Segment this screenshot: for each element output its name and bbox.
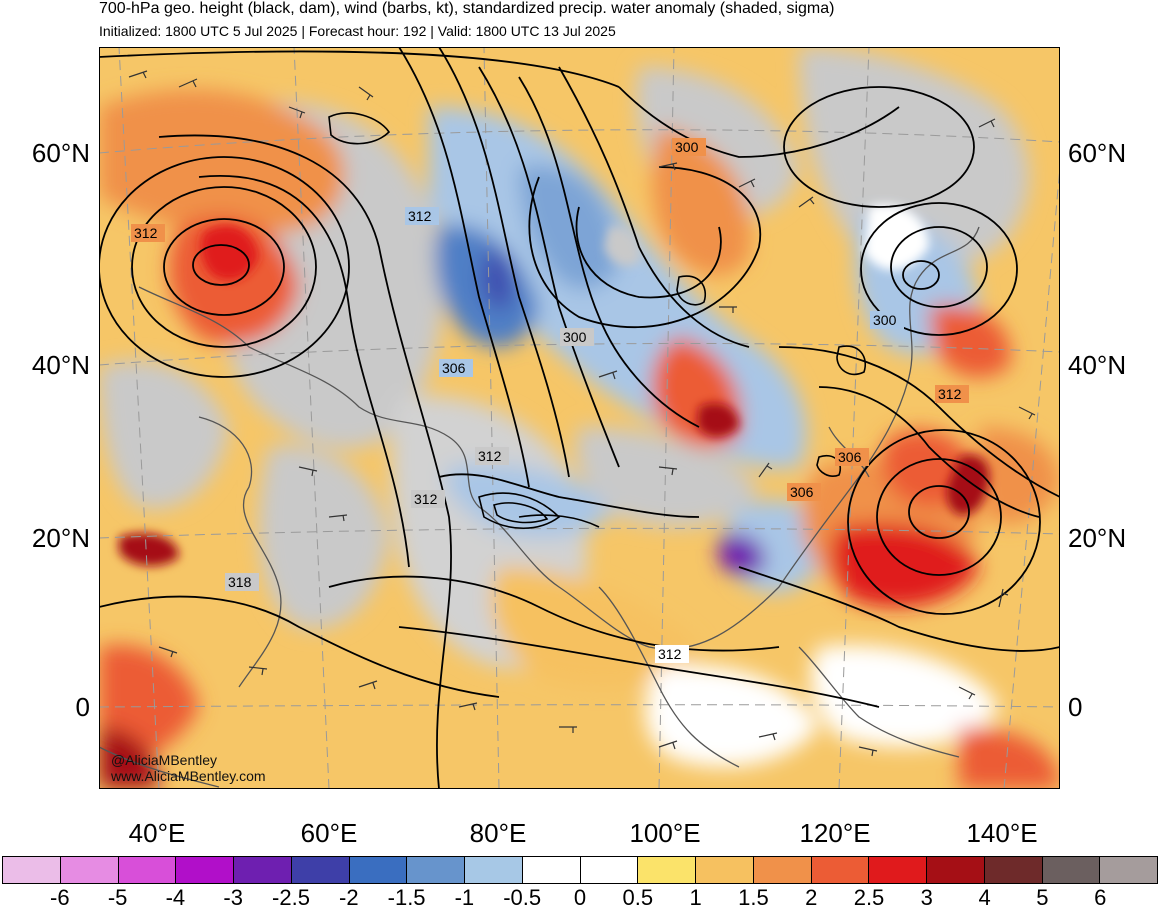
colorbar-label: 1 xyxy=(689,885,702,910)
contour-label: 312 xyxy=(478,448,502,464)
colorbar-swatch xyxy=(465,857,523,883)
contour-label: 312 xyxy=(408,208,432,224)
contour-label: 312 xyxy=(938,386,962,402)
contour-labels: 312 312 300 300 300 306 312 312 312 306 … xyxy=(131,138,969,663)
colorbar-swatch xyxy=(580,857,639,883)
colorbar-label: -2 xyxy=(339,885,359,910)
colorbar-label: 5 xyxy=(1036,885,1049,910)
colorbar-label: 1.5 xyxy=(738,885,769,910)
credit-site: www.AliciaMBentley.com xyxy=(111,768,266,784)
colorbar-swatch xyxy=(522,857,581,883)
colorbar-swatch xyxy=(753,857,812,883)
contour-label: 318 xyxy=(228,574,252,590)
colorbar-swatch xyxy=(811,857,870,883)
lat-label-right-0: 0 xyxy=(1068,692,1083,722)
colorbar-label: -3 xyxy=(223,885,243,910)
credit-handle: @AliciaMBentley xyxy=(111,752,218,768)
colorbar-swatch xyxy=(927,857,985,883)
contour-label: 312 xyxy=(134,225,158,241)
contour-label: 312 xyxy=(414,491,438,507)
lat-label-left-60n: 60°N xyxy=(31,138,90,168)
colorbar-swatch xyxy=(1100,857,1157,883)
lon-label-140e: 140°E xyxy=(966,818,1038,848)
lat-label-left-40n: 40°N xyxy=(31,350,90,380)
small-closed-contours xyxy=(328,112,866,530)
colorbar-label: -6 xyxy=(50,885,70,910)
colorbar-label: 2.5 xyxy=(853,885,885,910)
colorbar-label: -2.5 xyxy=(272,885,310,910)
lat-label-left-0: 0 xyxy=(75,692,90,722)
colorbar-label: -4 xyxy=(165,885,186,910)
colorbar-label: 0.5 xyxy=(622,885,654,910)
colorbar-swatch xyxy=(984,857,1043,883)
colorbar-label: 0 xyxy=(573,885,587,910)
lon-label-60e: 60°E xyxy=(300,818,358,848)
lon-label-120e: 120°E xyxy=(799,818,871,848)
colorbar-label: -1.5 xyxy=(387,885,426,910)
map-title: 700-hPa geo. height (black, dam), wind (… xyxy=(99,0,835,17)
colorbar-swatch xyxy=(118,857,177,883)
colorbar-swatch xyxy=(349,857,408,883)
colorbar-label: 2 xyxy=(805,885,818,910)
lat-label-right-40n: 40°N xyxy=(1068,350,1127,380)
lon-label-100e: 100°E xyxy=(629,818,701,848)
lat-label-right-60n: 60°N xyxy=(1068,138,1127,168)
contour-label: 300 xyxy=(563,329,587,345)
colorbar-label: -0.5 xyxy=(503,885,542,910)
colorbar-label: 3 xyxy=(920,885,933,910)
colorbar-swatch xyxy=(291,857,350,883)
contour-label: 306 xyxy=(838,449,862,465)
colorbar-swatch xyxy=(3,857,61,883)
colorbar-label: 6 xyxy=(1094,885,1107,910)
colorbar-label: 4 xyxy=(978,885,991,910)
lat-label-left-20n: 20°N xyxy=(31,523,90,553)
lon-label-40e: 40°E xyxy=(128,818,186,848)
contour-label: 306 xyxy=(790,484,814,500)
colorbar xyxy=(2,856,1158,884)
lat-label-right-20n: 20°N xyxy=(1068,523,1127,553)
colorbar-swatch xyxy=(176,857,234,883)
colorbar-swatch xyxy=(60,857,119,883)
colorbar-swatch xyxy=(1042,857,1101,883)
contour-label: 300 xyxy=(675,139,699,155)
map-subtitle: Initialized: 1800 UTC 5 Jul 2025 | Forec… xyxy=(99,23,616,39)
lon-label-80e: 80°E xyxy=(469,818,527,848)
colorbar-label: -1 xyxy=(454,885,475,910)
colorbar-label: -5 xyxy=(107,885,128,910)
geopotential-contours xyxy=(99,47,1060,789)
weather-map: 312 312 300 300 300 306 312 312 312 306 … xyxy=(99,47,1060,789)
colorbar-swatch xyxy=(407,857,465,883)
coastlines xyxy=(99,226,980,788)
contour-label: 306 xyxy=(442,360,466,376)
colorbar-swatch xyxy=(638,857,696,883)
graticule xyxy=(99,47,1060,789)
contour-label: 300 xyxy=(873,312,897,328)
colorbar-swatch xyxy=(696,857,754,883)
colorbar-swatch xyxy=(869,857,927,883)
contour-label: 312 xyxy=(658,646,682,662)
wind-barbs xyxy=(128,70,1036,757)
colorbar-swatch xyxy=(234,857,292,883)
